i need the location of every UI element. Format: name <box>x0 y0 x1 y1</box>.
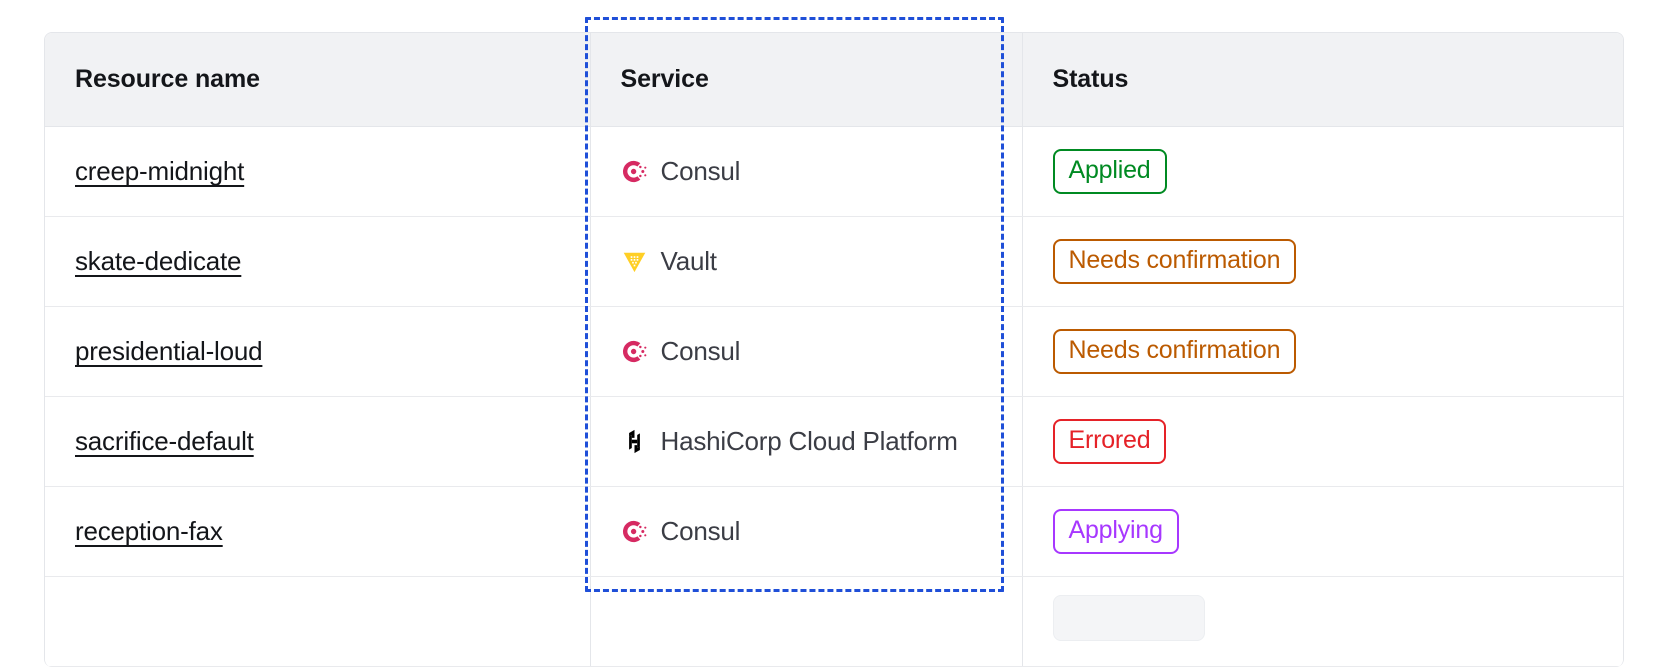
table-row: reception-fax <box>45 486 1623 577</box>
cell-status: Applied <box>1021 126 1623 217</box>
column-header-service[interactable]: Service <box>589 33 1022 127</box>
resources-table-screen: Resource name Service Status creep-midni… <box>44 17 1624 667</box>
cell-status: Needs confirmation <box>1021 306 1623 397</box>
table-body: creep-midnight <box>45 126 1623 667</box>
cell-service: Consul <box>589 126 1022 217</box>
resource-name-link[interactable]: skate-dedicate <box>75 246 242 276</box>
table-row <box>45 576 1623 667</box>
column-header-status[interactable]: Status <box>1021 33 1623 127</box>
table-row: skate-dedicate <box>45 216 1623 307</box>
service-label: HashiCorp Cloud Platform <box>660 426 958 456</box>
vault-icon <box>623 252 645 273</box>
table-row: presidential-loud <box>45 306 1623 397</box>
cell-resource-name: skate-dedicate <box>45 216 590 307</box>
cell-resource-name: presidential-loud <box>45 306 590 397</box>
cell-resource-name: creep-midnight <box>45 126 590 217</box>
consul-icon <box>622 340 646 363</box>
table-header: Resource name Service Status <box>45 33 1623 127</box>
cell-service <box>589 576 1022 667</box>
consul-icon <box>622 160 646 183</box>
status-badge: Needs confirmation <box>1052 239 1297 284</box>
status-badge: Applying <box>1052 509 1179 554</box>
resource-name-link[interactable]: reception-fax <box>75 516 223 546</box>
table-header-row: Resource name Service Status <box>45 33 1623 127</box>
resource-name-link[interactable]: presidential-loud <box>75 336 263 366</box>
cell-status <box>1021 576 1623 667</box>
cell-status: Needs confirmation <box>1021 216 1623 307</box>
status-badge: Applied <box>1052 149 1167 194</box>
service-label: Consul <box>660 516 741 546</box>
status-badge: Errored <box>1052 419 1167 464</box>
status-badge: Needs confirmation <box>1052 329 1297 374</box>
consul-icon <box>622 520 646 543</box>
resources-table: Resource name Service Status creep-midni… <box>45 33 1623 667</box>
cell-resource-name: reception-fax <box>45 486 590 577</box>
cell-service: Consul <box>589 486 1022 577</box>
table-row: sacrifice-default HashiCorp Cloud Pl <box>45 396 1623 487</box>
resource-name-link[interactable]: sacrifice-default <box>75 426 254 456</box>
resources-table-container: Resource name Service Status creep-midni… <box>44 32 1624 667</box>
service-label: Consul <box>660 156 741 186</box>
resource-name-link[interactable]: creep-midnight <box>75 156 245 186</box>
hashicorp-icon <box>628 429 640 454</box>
cell-resource-name <box>45 576 590 667</box>
cell-service: Consul <box>589 306 1022 397</box>
column-header-resource-name[interactable]: Resource name <box>45 33 590 127</box>
status-badge-placeholder <box>1052 595 1205 641</box>
service-label: Consul <box>660 336 741 366</box>
cell-service: HashiCorp Cloud Platform <box>589 396 1022 487</box>
service-label: Vault <box>660 246 718 276</box>
cell-status: Applying <box>1021 486 1623 577</box>
cell-status: Errored <box>1021 396 1623 487</box>
cell-service: Vault <box>589 216 1022 307</box>
table-row: creep-midnight <box>45 126 1623 217</box>
cell-resource-name: sacrifice-default <box>45 396 590 487</box>
